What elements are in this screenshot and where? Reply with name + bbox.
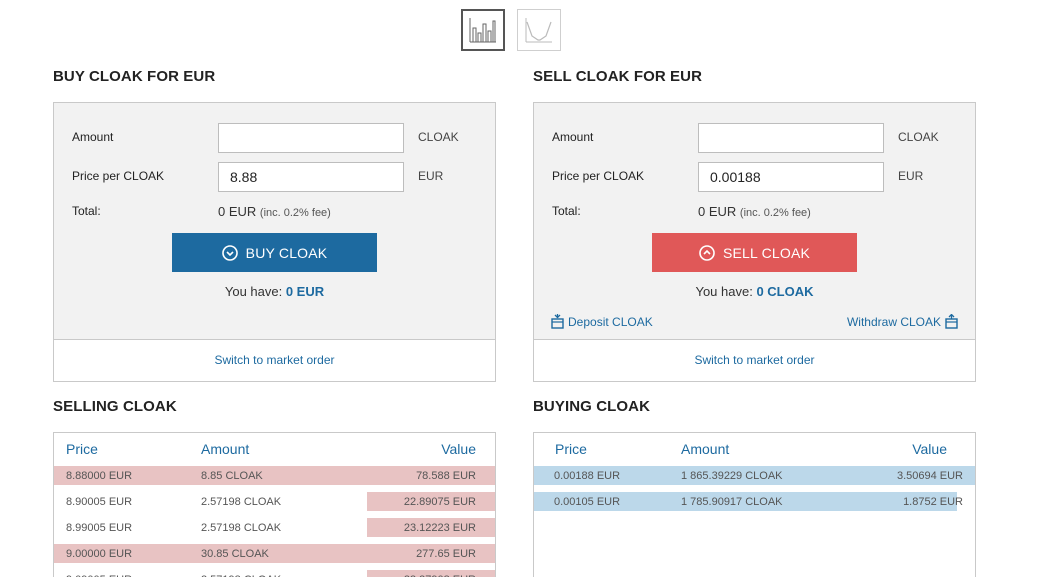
sell-orderbook: Price Amount Value 8.88000 EUR 8.85 CLOAK… — [53, 432, 496, 577]
total-label: Total: — [72, 204, 101, 218]
orderbook-row[interactable]: 8.99005 EUR 2.57198 CLOAK 23.12223 EUR — [54, 515, 495, 541]
buy-amount-input[interactable] — [218, 123, 404, 153]
cell-price: 8.88000 EUR — [66, 470, 133, 482]
orderbook-rows: 0.00188 EUR 1 865.39229 CLOAK 3.50694 EUR 0… — [534, 463, 975, 515]
amount-header: Amount — [681, 441, 730, 457]
withdraw-link[interactable]: Withdraw CLOAK — [847, 314, 958, 329]
cell-price: 9.09005 EUR — [66, 574, 132, 577]
sell-amount-input[interactable] — [698, 123, 884, 153]
fee-note: (inc. 0.2% fee) — [739, 207, 811, 219]
chevron-down-circle-icon — [221, 244, 238, 261]
total-amount: 0 EUR — [218, 204, 257, 219]
deposit-label: Deposit CLOAK — [568, 314, 653, 329]
cell-price: 0.00105 EUR — [554, 496, 621, 508]
balance-value: 0 CLOAK — [756, 284, 814, 299]
total-amount: 0 EUR — [698, 204, 737, 219]
cell-amount: 1 865.39229 CLOAK — [681, 470, 783, 482]
amount-unit: CLOAK — [418, 130, 459, 144]
depth-bars-toggle[interactable] — [461, 9, 505, 51]
total-value: 0 EUR (inc. 0.2% fee) — [218, 204, 331, 219]
cell-value: 23.12223 EUR — [403, 522, 476, 534]
cell-value: 3.50694 EUR — [896, 470, 963, 482]
cell-amount: 2.57198 CLOAK — [201, 522, 282, 534]
price-label: Price per CLOAK — [552, 169, 645, 183]
sell-title: SELL CLOAK FOR EUR — [533, 68, 703, 85]
total-label: Total: — [552, 204, 581, 218]
cell-amount: 30.85 CLOAK — [201, 548, 269, 560]
depth-curve-icon — [525, 18, 552, 43]
orderbook-row[interactable]: 0.00188 EUR 1 865.39229 CLOAK 3.50694 EUR — [534, 463, 975, 489]
sell-button[interactable]: SELL CLOAK — [652, 233, 857, 272]
switch-market-order-link[interactable]: Switch to market order — [54, 339, 495, 381]
sell-price-input[interactable] — [698, 162, 884, 192]
cell-value: 23.37908 EUR — [404, 574, 476, 577]
cell-price: 8.90005 EUR — [66, 496, 133, 508]
bar-chart-icon — [469, 18, 496, 43]
cell-value: 78.588 EUR — [416, 470, 476, 482]
buy-button[interactable]: BUY CLOAK — [172, 233, 377, 272]
amount-label: Amount — [72, 130, 114, 144]
sell-button-label: SELL CLOAK — [722, 244, 811, 261]
depth-curve-toggle[interactable] — [517, 9, 561, 51]
total-value: 0 EUR (inc. 0.2% fee) — [698, 204, 811, 219]
balance-value: 0 EUR — [285, 284, 325, 299]
amount-unit: CLOAK — [898, 130, 939, 144]
cell-amount: 2.57198 CLOAK — [201, 496, 282, 508]
balance-label: You have: — [695, 284, 753, 299]
withdraw-label: Withdraw CLOAK — [846, 314, 941, 329]
buy-title: BUY CLOAK FOR EUR — [53, 68, 216, 85]
cell-value: 277.65 EUR — [416, 548, 476, 560]
buy-form: Amount CLOAK Price per CLOAK EUR Total: … — [53, 102, 496, 382]
deposit-link[interactable]: Deposit CLOAK — [551, 314, 653, 329]
withdraw-icon — [945, 314, 958, 329]
cell-amount: 1 785.90917 CLOAK — [681, 496, 783, 508]
amount-label: Amount — [552, 130, 594, 144]
cell-price: 8.99005 EUR — [66, 522, 133, 534]
orderbook-header: Price Amount Value — [534, 433, 975, 463]
orderbook-rows: 8.88000 EUR 8.85 CLOAK 78.588 EUR 8.90005 E… — [54, 463, 495, 577]
cell-amount: 8.85 CLOAK — [201, 470, 263, 482]
depth-bar — [534, 466, 975, 485]
price-unit: EUR — [418, 169, 444, 183]
amount-header: Amount — [201, 441, 250, 457]
sell-form: Amount CLOAK Price per CLOAK EUR Total: … — [533, 102, 976, 382]
depth-bar — [367, 492, 495, 511]
cell-price: 9.00000 EUR — [66, 548, 133, 560]
depth-bar — [367, 518, 495, 537]
chevron-up-circle-icon — [699, 244, 715, 261]
depth-bar — [534, 492, 958, 511]
buy-orderbook: Price Amount Value 0.00188 EUR 1 865.3922… — [533, 432, 976, 577]
orderbook-header: Price Amount Value — [54, 433, 495, 463]
depth-bar — [367, 570, 495, 577]
price-header: Price — [66, 441, 98, 457]
orderbook-row[interactable]: 0.00105 EUR 1 785.90917 CLOAK 1.8752 EUR — [534, 489, 975, 515]
orderbook-row[interactable]: 8.88000 EUR 8.85 CLOAK 78.588 EUR — [54, 463, 495, 489]
cell-value: 22.89075 EUR — [403, 496, 476, 508]
balance: You have: 0 CLOAK — [534, 284, 975, 299]
value-header: Value — [441, 441, 476, 457]
depth-bar — [54, 466, 495, 485]
cell-price: 0.00188 EUR — [554, 470, 621, 482]
cell-amount: 2.57198 CLOAK — [201, 574, 281, 577]
price-unit: EUR — [898, 169, 924, 183]
price-header: Price — [555, 441, 587, 457]
fee-note: (inc. 0.2% fee) — [259, 207, 331, 219]
orderbook-row[interactable]: 9.00000 EUR 30.85 CLOAK 277.65 EUR — [54, 541, 495, 567]
balance-label: You have: — [224, 284, 283, 299]
depth-bar — [54, 544, 495, 563]
chart-type-toggle — [461, 9, 561, 51]
selling-title: SELLING CLOAK — [53, 398, 177, 415]
buy-price-input[interactable] — [218, 162, 404, 192]
balance: You have: 0 EUR — [54, 284, 495, 299]
switch-market-order-link[interactable]: Switch to market order — [534, 339, 975, 381]
cell-value: 1.8752 EUR — [903, 496, 963, 508]
orderbook-row[interactable]: 8.90005 EUR 2.57198 CLOAK 22.89075 EUR — [54, 489, 495, 515]
value-header: Value — [912, 441, 947, 457]
orderbook-row[interactable]: 9.09005 EUR 2.57198 CLOAK 23.37908 EUR — [54, 567, 495, 577]
price-label: Price per CLOAK — [72, 169, 165, 183]
buy-button-label: BUY CLOAK — [245, 244, 328, 261]
buying-title: BUYING CLOAK — [533, 398, 651, 415]
deposit-icon — [551, 314, 564, 329]
